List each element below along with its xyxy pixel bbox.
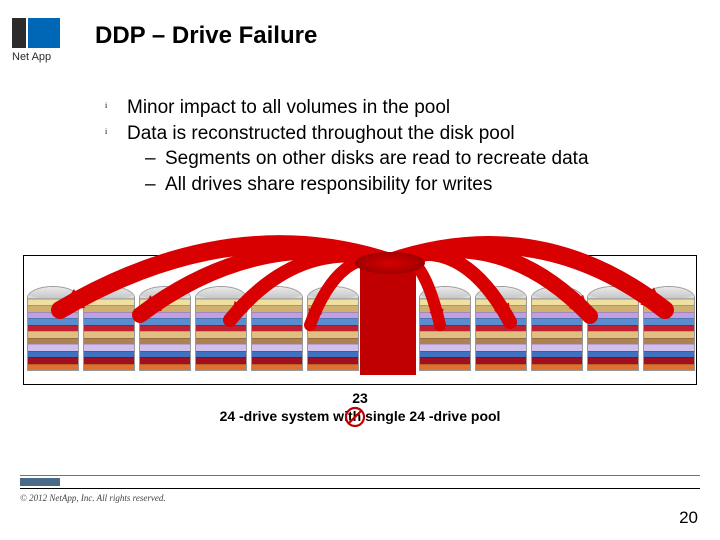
copyright-text: © 2012 NetApp, Inc. All rights reserved. — [20, 493, 166, 503]
bullet-subitem: All drives share responsibility for writ… — [105, 172, 589, 198]
drive — [195, 286, 247, 371]
slide-title: DDP – Drive Failure — [95, 22, 317, 50]
drive — [531, 286, 583, 371]
footer-rule — [20, 475, 700, 476]
failure-hotspot-icon — [355, 252, 425, 274]
logo-mark-icon — [12, 18, 60, 48]
drive — [587, 286, 639, 371]
drive — [83, 286, 135, 371]
drive-count-label: 23 — [0, 390, 720, 406]
bullet-item: Minor impact to all volumes in the pool — [105, 95, 589, 121]
drive — [475, 286, 527, 371]
bullet-item: Data is reconstructed throughout the dis… — [105, 121, 589, 147]
footer-rule-2 — [20, 488, 700, 489]
footer-accent-bar — [20, 478, 60, 486]
bullet-subitem: Segments on other disks are read to recr… — [105, 146, 589, 172]
drive — [307, 286, 359, 371]
drive — [419, 286, 471, 371]
crossout-icon — [344, 406, 366, 428]
bullet-list: Minor impact to all volumes in the pool … — [105, 95, 589, 198]
drive — [27, 286, 79, 371]
slide-number: 20 — [679, 508, 698, 528]
drive — [643, 286, 695, 371]
brand-logo: Net App — [12, 18, 74, 63]
drive — [139, 286, 191, 371]
failed-drive — [360, 267, 416, 375]
brand-name: Net App — [12, 51, 74, 63]
drive — [251, 286, 303, 371]
